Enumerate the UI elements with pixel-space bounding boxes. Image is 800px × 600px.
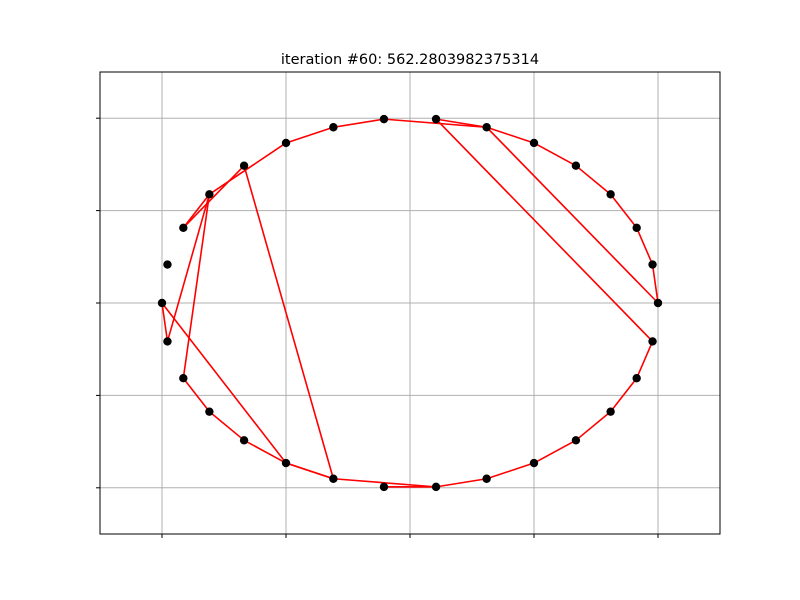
city-point-13: [179, 223, 188, 232]
tour-segment-10: [575, 410, 612, 442]
city-point-23: [431, 482, 441, 492]
city-point-18: [205, 407, 214, 416]
city-point-26: [571, 436, 581, 445]
tour-segment-29: [208, 142, 287, 196]
tour-segment-9: [609, 377, 638, 413]
city-point-7: [431, 114, 441, 124]
tour-segment-5: [485, 126, 535, 144]
tour-segment-31: [332, 118, 385, 129]
tour-segment-8: [635, 340, 654, 380]
tour-segment-28: [182, 193, 211, 229]
tour-segment-20: [182, 377, 211, 413]
city-point-29: [648, 337, 657, 346]
city-point-20: [281, 458, 291, 468]
tour-segment-19: [208, 410, 245, 442]
city-point-14: [163, 260, 172, 269]
city-point-28: [632, 374, 641, 383]
city-point-16: [163, 337, 172, 346]
city-point-8: [379, 114, 389, 124]
tour-segment-1: [635, 226, 654, 266]
city-point-17: [179, 374, 188, 383]
tour-segment-22: [166, 193, 211, 343]
tour-path: [161, 118, 659, 488]
city-point-1: [648, 260, 657, 269]
chart-title: iteration #60: 562.2803982375314: [281, 52, 539, 68]
tour-segment-23: [161, 302, 169, 343]
city-point-24: [482, 474, 491, 483]
tour-segment-25: [285, 462, 335, 480]
city-point-6: [482, 123, 491, 132]
tour-segment-18: [243, 439, 287, 464]
city-point-9: [329, 123, 338, 132]
tour-segment-2: [609, 193, 638, 229]
city-point-10: [281, 138, 291, 148]
city-point-15: [157, 298, 167, 308]
plot-area: [96, 71, 721, 538]
tour-segment-33: [485, 126, 659, 304]
tour-segment-30: [285, 126, 335, 144]
city-point-4: [571, 161, 581, 170]
tour-segment-21: [182, 193, 211, 380]
tour-segment-13: [435, 477, 488, 488]
city-point-3: [606, 190, 615, 199]
grid: [96, 72, 720, 538]
city-point-27: [606, 407, 615, 416]
tour-segment-4: [533, 142, 577, 167]
tour-segment-26: [243, 164, 335, 480]
tour-segment-12: [485, 462, 535, 480]
tour-segment-24: [161, 302, 287, 464]
tour-segment-0: [651, 263, 659, 304]
city-point-5: [529, 138, 539, 148]
city-point-11: [239, 161, 249, 170]
tour-segment-3: [575, 164, 612, 196]
axes-frame: [99, 71, 721, 535]
city-point-12: [205, 190, 214, 199]
tour-segment-7: [435, 118, 654, 343]
city-points: [157, 114, 663, 492]
tour-segment-27: [182, 164, 245, 229]
city-point-22: [379, 482, 389, 492]
city-point-21: [329, 474, 338, 483]
city-point-25: [529, 458, 539, 468]
city-point-19: [239, 436, 249, 445]
city-point-0: [653, 298, 663, 308]
tour-segment-11: [533, 439, 577, 464]
city-point-2: [632, 223, 641, 232]
